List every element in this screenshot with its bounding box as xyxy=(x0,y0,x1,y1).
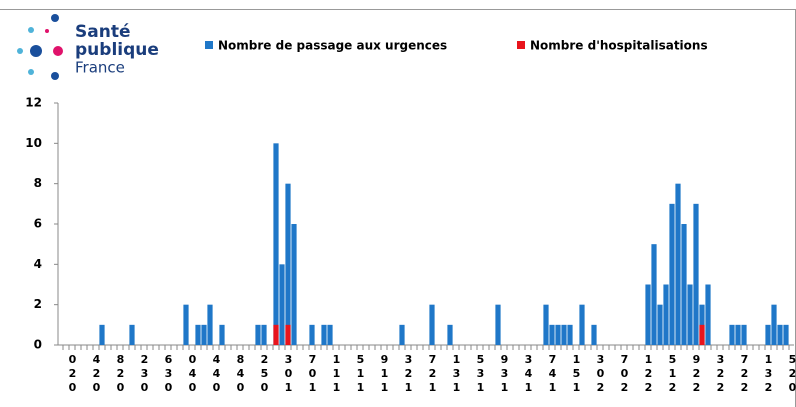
bar xyxy=(555,324,561,345)
bar xyxy=(129,324,135,345)
x-tick-label: 721 xyxy=(426,353,439,395)
bar xyxy=(657,304,663,345)
bar xyxy=(273,143,279,345)
bar xyxy=(687,284,693,345)
legend-swatch xyxy=(205,41,213,49)
bar xyxy=(645,284,651,345)
y-tick-label: 10 xyxy=(25,136,42,150)
bar xyxy=(651,244,657,345)
x-tick-label: 420 xyxy=(90,353,103,395)
x-tick-label: 122 xyxy=(642,353,655,395)
bar xyxy=(99,324,105,345)
logo-text: France xyxy=(75,59,125,77)
bar xyxy=(591,324,597,345)
bar xyxy=(675,183,681,345)
bar xyxy=(735,324,741,345)
bar xyxy=(195,324,201,345)
x-tick-label: 911 xyxy=(378,353,391,395)
logo-text: publique xyxy=(75,40,159,60)
x-tick-label: 922 xyxy=(690,353,703,395)
x-tick-label: 931 xyxy=(498,353,511,395)
bar xyxy=(279,264,285,345)
bar xyxy=(771,304,777,345)
bar xyxy=(669,203,675,345)
x-tick-label: 440 xyxy=(210,353,223,395)
y-tick-label: 0 xyxy=(34,338,42,352)
x-tick-label: 321 xyxy=(402,353,415,395)
bar xyxy=(285,324,291,345)
legend-label: Nombre d'hospitalisations xyxy=(530,39,708,53)
x-tick-label: 302 xyxy=(594,353,607,395)
x-tick-label: 151 xyxy=(570,353,583,395)
bar xyxy=(699,304,705,345)
bar xyxy=(765,324,771,345)
logo-text: Santé xyxy=(75,22,130,42)
bar xyxy=(273,324,279,345)
x-tick-label: 322 xyxy=(714,353,727,395)
bar xyxy=(579,304,585,345)
y-tick-label: 4 xyxy=(34,257,42,271)
x-tick-label: 511 xyxy=(354,353,367,395)
bar xyxy=(741,324,747,345)
bar xyxy=(321,324,327,345)
x-tick-label: 630 xyxy=(162,353,175,395)
bar xyxy=(693,203,699,345)
x-tick-label: 702 xyxy=(618,353,631,395)
bar xyxy=(285,183,291,345)
bar xyxy=(729,324,735,345)
bar xyxy=(327,324,333,345)
bar xyxy=(399,324,405,345)
x-tick-label: 701 xyxy=(306,353,319,395)
bar xyxy=(309,324,315,345)
x-tick-label: 301 xyxy=(282,353,295,395)
bar xyxy=(783,324,789,345)
bar xyxy=(255,324,261,345)
x-tick-label: 250 xyxy=(258,353,271,395)
x-tick-label: 741 xyxy=(546,353,559,395)
x-tick-label: 132 xyxy=(762,353,775,395)
y-tick-label: 12 xyxy=(25,96,42,110)
bar xyxy=(201,324,207,345)
bar xyxy=(561,324,567,345)
bar xyxy=(705,284,711,345)
bar xyxy=(447,324,453,345)
bar xyxy=(261,324,267,345)
x-tick-label: 722 xyxy=(738,353,751,395)
bar xyxy=(291,224,297,345)
bar xyxy=(777,324,783,345)
bar xyxy=(663,284,669,345)
logo: Santé publique France xyxy=(17,14,159,80)
y-tick-label: 8 xyxy=(34,176,42,190)
bar xyxy=(219,324,225,345)
legend-swatch xyxy=(517,41,525,49)
bar xyxy=(549,324,555,345)
bar xyxy=(699,324,705,345)
bar xyxy=(567,324,573,345)
legend-label: Nombre de passage aux urgences xyxy=(218,39,447,53)
x-tick-label: 020 xyxy=(66,353,79,395)
x-tick-label: 512 xyxy=(666,353,679,395)
x-tick-label: 531 xyxy=(474,353,487,395)
x-tick-label: 230 xyxy=(138,353,151,395)
x-tick-label: 840 xyxy=(234,353,247,395)
bar xyxy=(681,224,687,345)
y-tick-label: 2 xyxy=(34,297,42,311)
x-tick-label: 341 xyxy=(522,353,535,395)
y-tick-label: 6 xyxy=(34,217,42,231)
x-tick-label: 520 xyxy=(786,353,796,395)
bar xyxy=(495,304,501,345)
x-tick-label: 040 xyxy=(186,353,199,395)
x-tick-label: 111 xyxy=(330,353,343,395)
bar xyxy=(183,304,189,345)
x-tick-label: 131 xyxy=(450,353,463,395)
bar xyxy=(207,304,213,345)
x-tick-label: 820 xyxy=(114,353,127,395)
bar xyxy=(429,304,435,345)
bar xyxy=(543,304,549,345)
